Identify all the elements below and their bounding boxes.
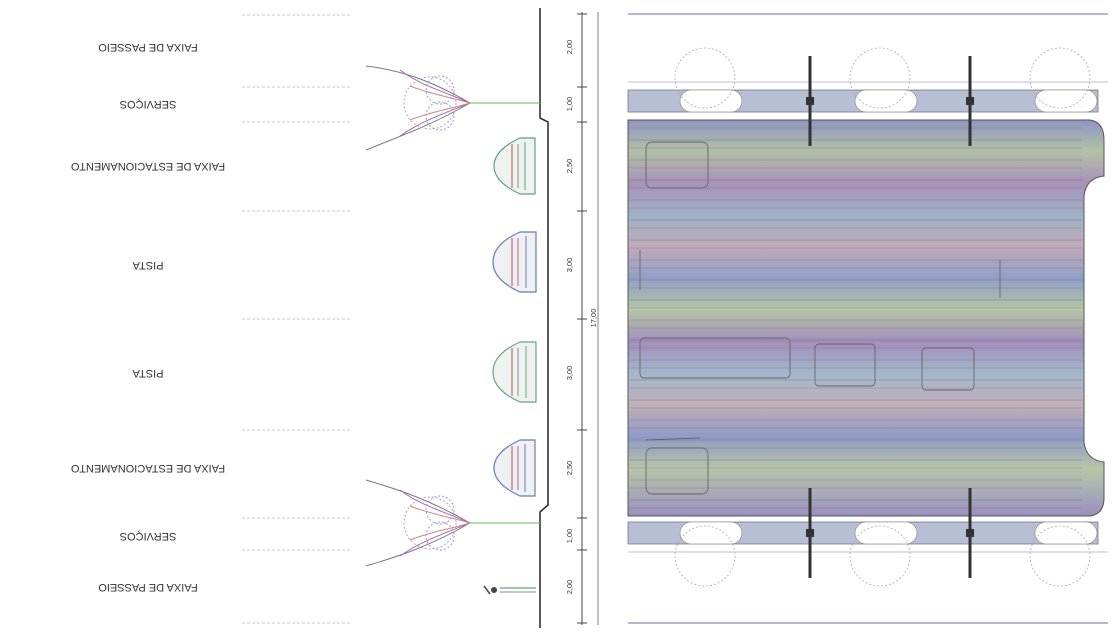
total-width-label: 17,00 xyxy=(589,309,598,328)
dimension-value: 2,00 xyxy=(565,40,574,55)
roadway xyxy=(627,119,1105,517)
row-label: SERVIÇOS xyxy=(120,98,177,110)
cross-section: FAIXA DE PASSEIO SERVIÇOS FAIXA DE ESTACIO… xyxy=(70,8,549,628)
ground-profile-line xyxy=(539,8,549,628)
car-profile xyxy=(493,137,536,195)
car-profile xyxy=(492,341,537,403)
light-pole xyxy=(806,488,814,578)
row-label: PISTA xyxy=(132,367,164,379)
row-label: FAIXA DE PASSEIO xyxy=(98,581,198,593)
light-pole xyxy=(806,56,814,146)
plan-view xyxy=(627,13,1108,624)
dimension-value: 2,50 xyxy=(565,159,574,174)
row-label: FAIXA DE PASSEIO xyxy=(98,41,198,53)
lane-markings xyxy=(639,141,1001,495)
car-profile xyxy=(493,439,536,497)
light-pole xyxy=(966,488,974,578)
dimension-value: 3,00 xyxy=(565,258,574,273)
car-profile xyxy=(492,231,537,293)
dimension-value: 3,00 xyxy=(565,366,574,381)
row-label: FAIXA DE ESTACIONAMENTO xyxy=(70,160,225,172)
dimension-value: 1,00 xyxy=(565,97,574,112)
row-label: SERVIÇOS xyxy=(120,530,177,542)
row-label: FAIXA DE ESTACIONAMENTO xyxy=(70,462,225,474)
dimension-value: 1,00 xyxy=(565,529,574,544)
dimension-line: 2,00 1,00 2,50 3,00 3,00 2,50 1,00 2,00 17,00 xyxy=(565,12,599,625)
tree-profile xyxy=(365,479,540,567)
tree-canopies xyxy=(674,47,1091,587)
dimension-value: 2,50 xyxy=(565,461,574,476)
row-label: PISTA xyxy=(132,259,164,271)
pedestrian-figure xyxy=(483,585,536,595)
tree-profile xyxy=(365,65,540,151)
dimension-value: 2,00 xyxy=(565,580,574,595)
light-pole xyxy=(966,56,974,146)
